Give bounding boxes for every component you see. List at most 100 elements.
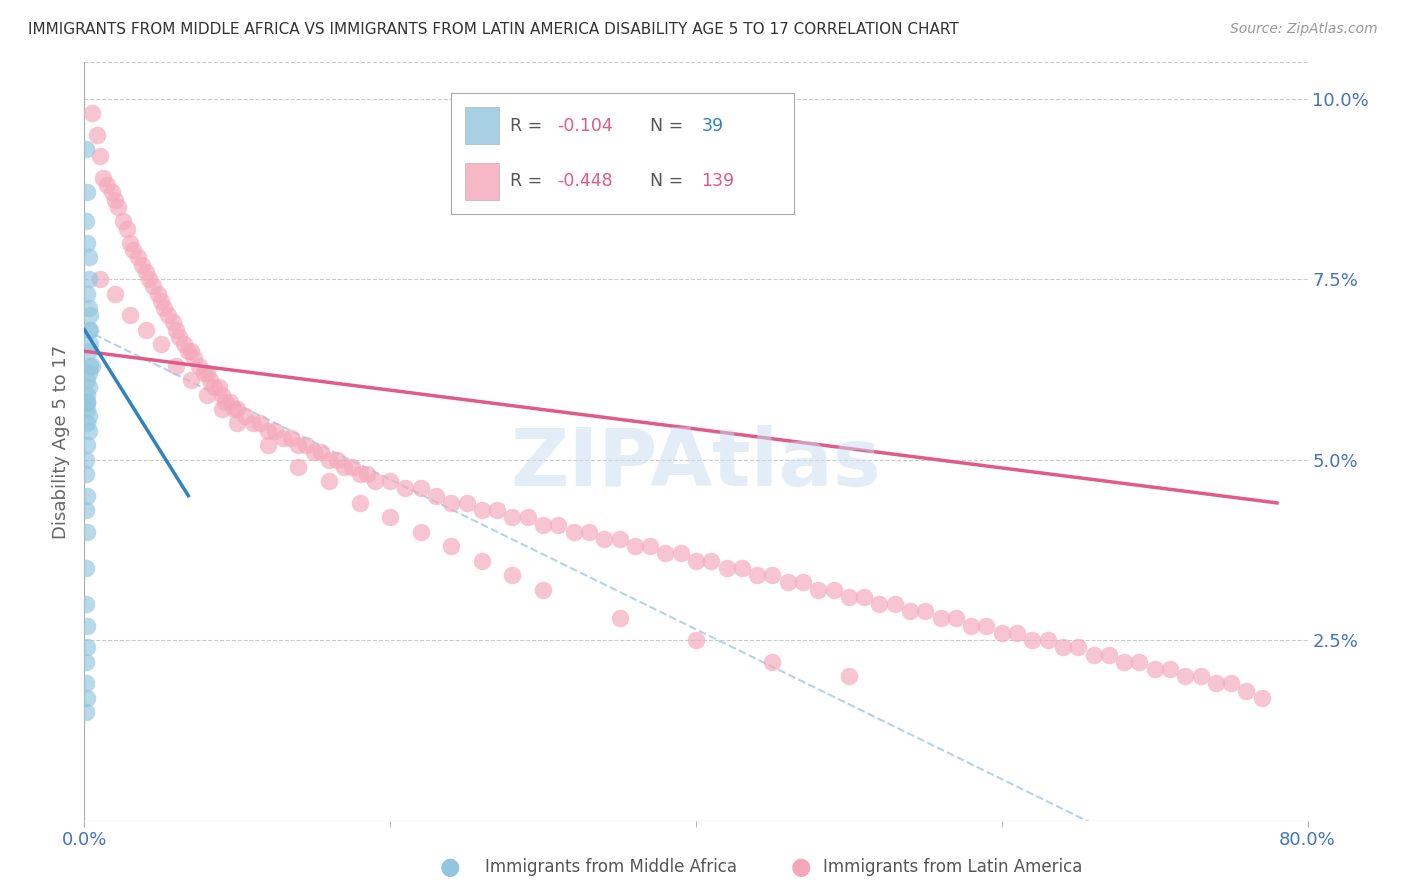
Point <box>96 178 118 193</box>
Point <box>654 546 676 560</box>
Point <box>208 380 231 394</box>
Point <box>776 575 799 590</box>
Point <box>75 214 97 228</box>
Point <box>624 539 647 553</box>
Point <box>409 482 432 496</box>
Point <box>146 286 169 301</box>
Point <box>761 568 783 582</box>
Point <box>91 171 114 186</box>
Point <box>76 640 98 655</box>
Point <box>1220 676 1243 690</box>
Point <box>287 438 309 452</box>
Point <box>104 193 127 207</box>
Point <box>838 669 860 683</box>
Point <box>991 626 1014 640</box>
Point <box>1067 640 1090 655</box>
Point <box>202 380 225 394</box>
Point <box>177 344 200 359</box>
Point <box>257 424 280 438</box>
Point <box>1205 676 1227 690</box>
Point <box>838 590 860 604</box>
Point <box>929 611 952 625</box>
Point <box>1143 662 1166 676</box>
Point <box>76 489 98 503</box>
Point <box>111 214 134 228</box>
Point <box>77 424 100 438</box>
Point <box>135 265 157 279</box>
Point <box>75 142 97 156</box>
Point <box>486 503 509 517</box>
Point <box>1250 690 1272 705</box>
Point <box>115 221 138 235</box>
Point <box>440 539 463 553</box>
Point <box>79 337 101 351</box>
Point <box>233 409 256 424</box>
Point <box>86 128 108 142</box>
Point <box>167 330 190 344</box>
Point <box>807 582 830 597</box>
Text: ZIPAtlas: ZIPAtlas <box>510 425 882 503</box>
Point <box>685 633 707 648</box>
Point <box>75 597 97 611</box>
Point <box>76 387 98 401</box>
Point <box>609 532 631 546</box>
Point <box>409 524 432 539</box>
Text: Immigrants from Middle Africa: Immigrants from Middle Africa <box>485 858 737 876</box>
Point <box>960 618 983 632</box>
Point <box>162 315 184 329</box>
Point <box>531 517 554 532</box>
Point <box>264 424 287 438</box>
Point <box>302 445 325 459</box>
Point <box>287 459 309 474</box>
Point <box>153 301 176 315</box>
Point <box>104 286 127 301</box>
Point <box>440 496 463 510</box>
Point <box>76 618 98 632</box>
Point <box>731 561 754 575</box>
Point <box>76 373 98 387</box>
Point <box>75 706 97 720</box>
Point <box>394 482 416 496</box>
Point <box>976 618 998 632</box>
Point <box>77 272 100 286</box>
Point <box>578 524 600 539</box>
Point <box>349 496 371 510</box>
Point <box>195 387 218 401</box>
Point <box>311 445 333 459</box>
Point <box>120 235 142 250</box>
Point <box>77 409 100 424</box>
Point <box>183 351 205 366</box>
Point <box>547 517 569 532</box>
Point <box>226 402 249 417</box>
Point <box>333 459 356 474</box>
Point <box>77 366 100 380</box>
Point <box>75 561 97 575</box>
Point <box>1052 640 1074 655</box>
Point <box>75 655 97 669</box>
Point <box>76 186 98 200</box>
Point <box>638 539 661 553</box>
Point <box>76 690 98 705</box>
Point <box>1236 683 1258 698</box>
Point <box>149 293 172 308</box>
Point <box>149 337 172 351</box>
Point <box>318 475 340 489</box>
Point <box>1159 662 1181 676</box>
Point <box>685 554 707 568</box>
Point <box>173 337 195 351</box>
Point <box>101 186 124 200</box>
Point <box>295 438 318 452</box>
Point <box>249 417 271 431</box>
Text: ●: ● <box>792 855 811 879</box>
Point <box>380 475 402 489</box>
Point <box>218 394 240 409</box>
Point <box>120 308 142 322</box>
Point <box>165 323 187 337</box>
Point <box>471 554 494 568</box>
Text: IMMIGRANTS FROM MIDDLE AFRICA VS IMMIGRANTS FROM LATIN AMERICA DISABILITY AGE 5 : IMMIGRANTS FROM MIDDLE AFRICA VS IMMIGRA… <box>28 22 959 37</box>
Point <box>89 149 111 163</box>
Point <box>747 568 769 582</box>
Point <box>562 524 585 539</box>
Point <box>1083 648 1105 662</box>
Point <box>77 344 100 359</box>
